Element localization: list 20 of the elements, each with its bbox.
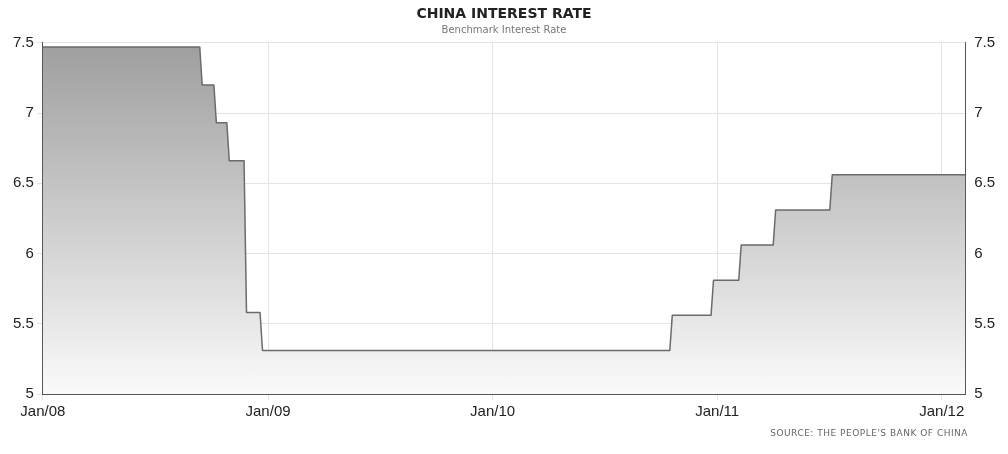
y2-tick-label: 5.5 bbox=[974, 313, 996, 331]
y2-tick-label: 7 bbox=[974, 103, 983, 121]
y2-tick-label: 6.5 bbox=[974, 173, 996, 191]
chart-title: CHINA INTEREST RATE bbox=[416, 5, 592, 22]
y2-tick-label: 6 bbox=[974, 243, 983, 261]
x-tick-label: Jan/12 bbox=[919, 402, 965, 420]
y2-tick-label: 5 bbox=[974, 384, 983, 402]
x-tick-label: Jan/09 bbox=[245, 402, 291, 420]
x-tick-label: Jan/08 bbox=[20, 402, 66, 420]
y-tick-label: 7 bbox=[25, 103, 34, 121]
x-tick-label: Jan/10 bbox=[470, 402, 516, 420]
y-tick-label: 5 bbox=[25, 384, 34, 402]
y-tick-label: 5.5 bbox=[12, 313, 34, 331]
y-tick-label: 7.5 bbox=[12, 32, 34, 50]
y-tick-label: 6.5 bbox=[12, 173, 34, 191]
y2-tick-label: 7.5 bbox=[974, 32, 996, 50]
y-tick-label: 6 bbox=[25, 243, 34, 261]
x-tick-label: Jan/11 bbox=[695, 402, 740, 420]
source-note: SOURCE: THE PEOPLE'S BANK OF CHINA bbox=[770, 428, 968, 438]
chart-subtitle: Benchmark Interest Rate bbox=[441, 24, 567, 36]
